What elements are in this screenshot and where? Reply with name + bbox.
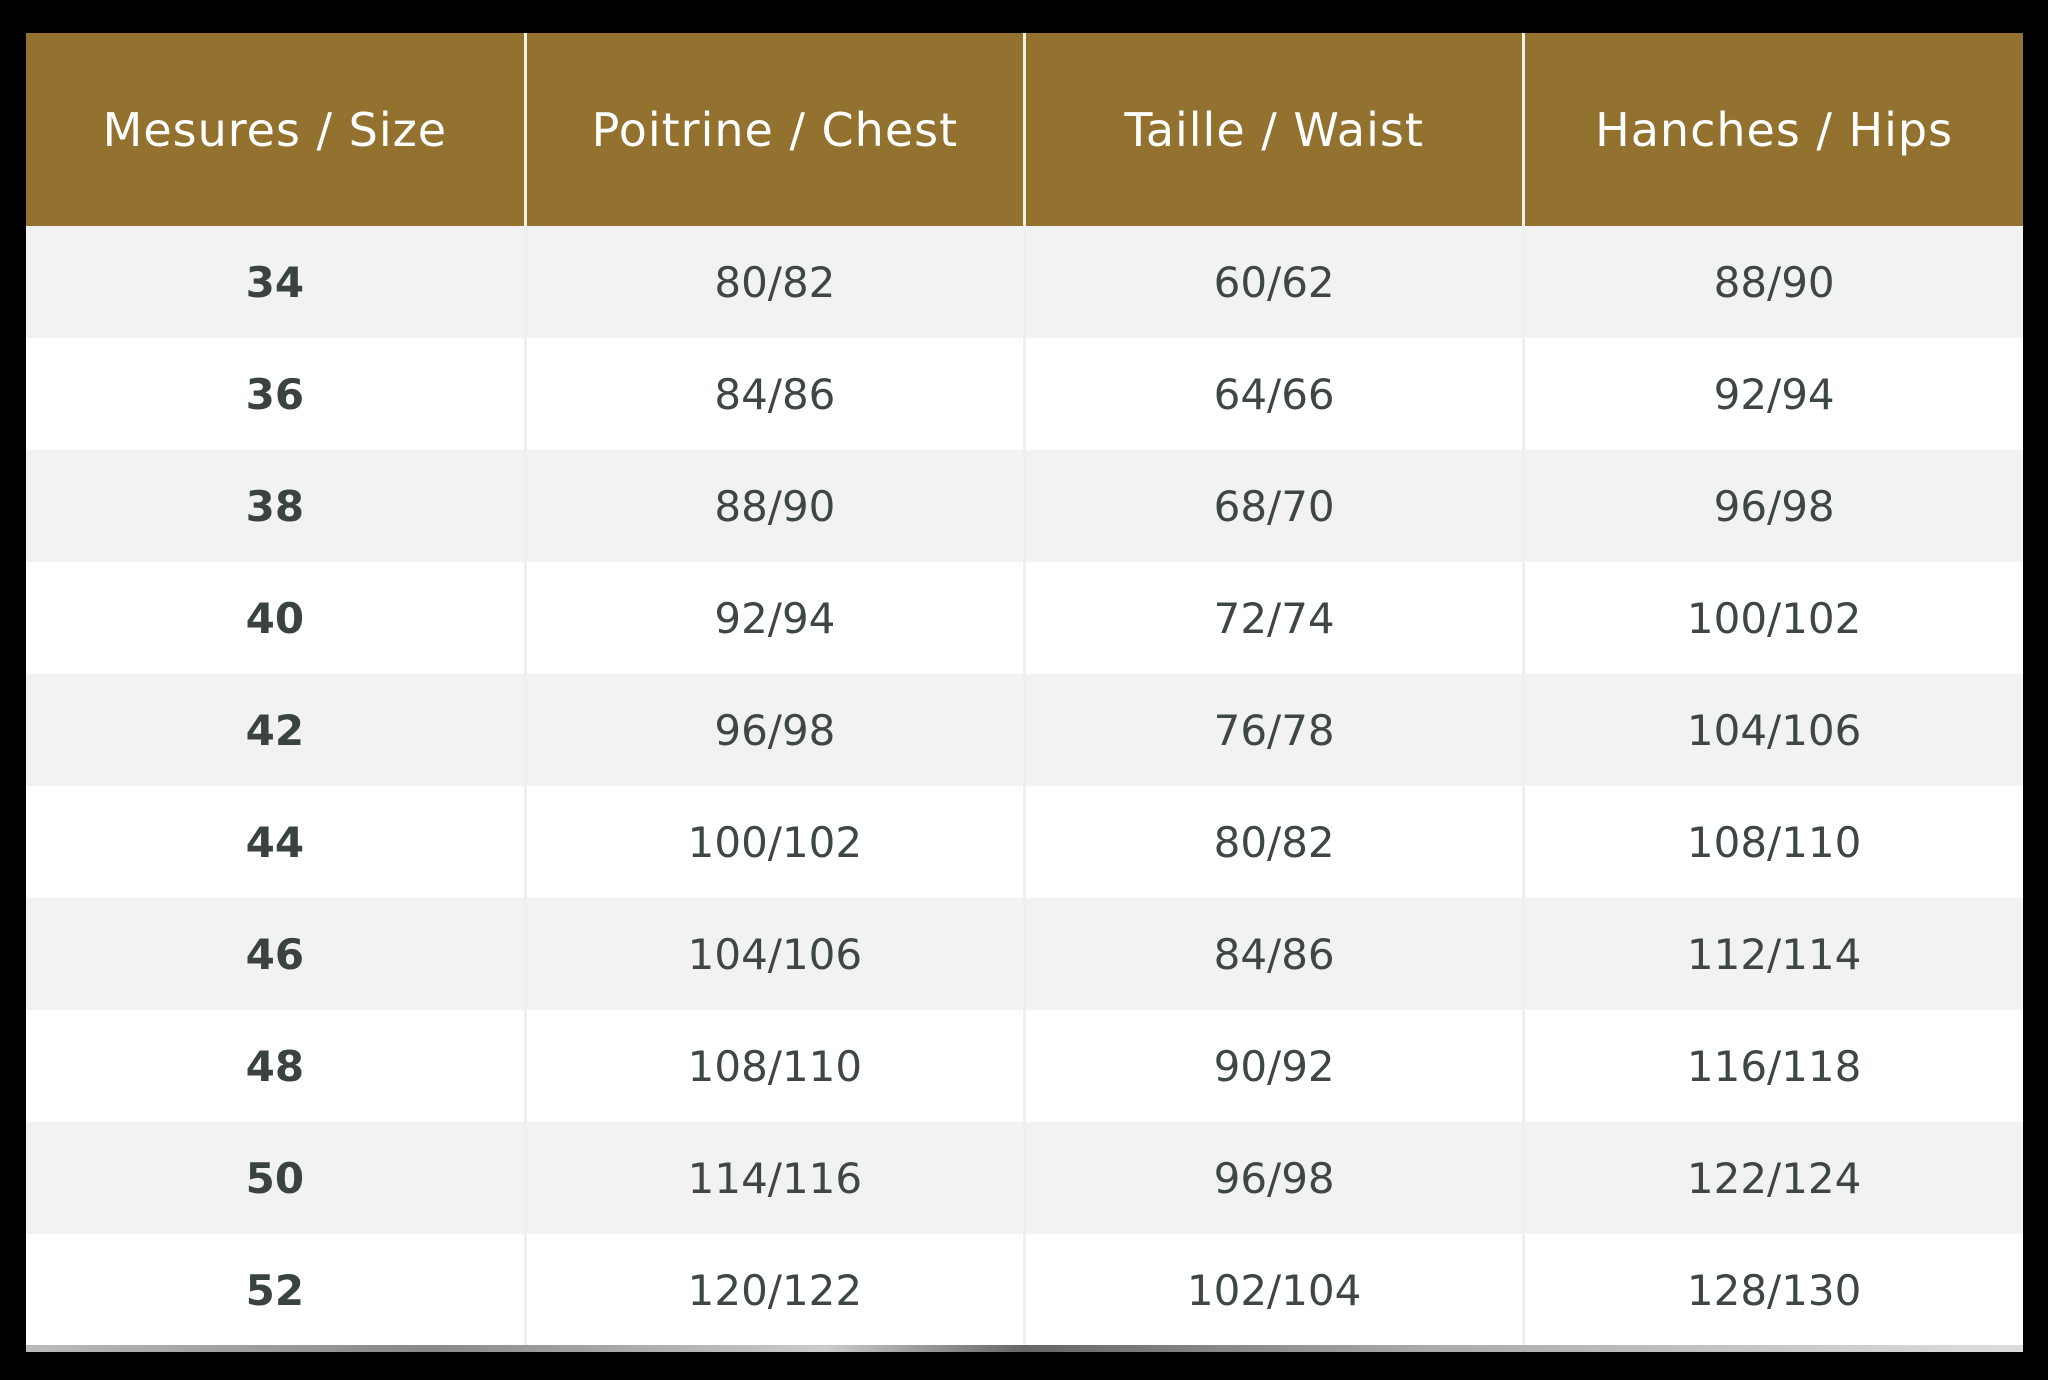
cell-size: 44 — [26, 786, 527, 898]
cell-hips: 88/90 — [1523, 226, 2023, 338]
cell-chest: 104/106 — [525, 898, 1027, 1010]
table-row: 48 108/110 90/92 116/118 — [26, 1010, 2023, 1122]
table-row: 52 120/122 102/104 128/130 — [26, 1234, 2023, 1346]
table-row: 34 80/82 60/62 88/90 — [26, 226, 2023, 338]
size-chart-table: Mesures / Size Poitrine / Chest Taille /… — [26, 33, 2023, 1346]
cell-chest: 96/98 — [525, 674, 1027, 786]
cell-waist: 72/74 — [1024, 562, 1526, 674]
cell-waist: 64/66 — [1024, 338, 1526, 450]
cell-size: 48 — [26, 1010, 527, 1122]
cell-waist: 102/104 — [1024, 1234, 1526, 1346]
table-row: 40 92/94 72/74 100/102 — [26, 562, 2023, 674]
cell-size: 46 — [26, 898, 527, 1010]
table-row: 36 84/86 64/66 92/94 — [26, 338, 2023, 450]
cell-waist: 60/62 — [1024, 226, 1526, 338]
cell-hips: 100/102 — [1523, 562, 2023, 674]
cell-waist: 68/70 — [1024, 450, 1526, 562]
cell-size: 36 — [26, 338, 527, 450]
header-row: Mesures / Size Poitrine / Chest Taille /… — [26, 33, 2023, 226]
cell-chest: 108/110 — [525, 1010, 1027, 1122]
cell-waist: 84/86 — [1024, 898, 1526, 1010]
cell-size: 40 — [26, 562, 527, 674]
cell-chest: 120/122 — [525, 1234, 1027, 1346]
cell-chest: 88/90 — [525, 450, 1027, 562]
cell-hips: 128/130 — [1523, 1234, 2023, 1346]
cell-waist: 80/82 — [1024, 786, 1526, 898]
table-row: 44 100/102 80/82 108/110 — [26, 786, 2023, 898]
cell-hips: 112/114 — [1523, 898, 2023, 1010]
cell-hips: 92/94 — [1523, 338, 2023, 450]
table-row: 50 114/116 96/98 122/124 — [26, 1122, 2023, 1234]
header-waist: Taille / Waist — [1024, 33, 1526, 226]
cell-size: 34 — [26, 226, 527, 338]
cell-chest: 114/116 — [525, 1122, 1027, 1234]
table-row: 42 96/98 76/78 104/106 — [26, 674, 2023, 786]
table-row: 46 104/106 84/86 112/114 — [26, 898, 2023, 1010]
cell-chest: 100/102 — [525, 786, 1027, 898]
cell-size: 52 — [26, 1234, 527, 1346]
cell-waist: 96/98 — [1024, 1122, 1526, 1234]
cell-hips: 108/110 — [1523, 786, 2023, 898]
cell-hips: 96/98 — [1523, 450, 2023, 562]
bottom-scrollbar — [26, 1345, 2023, 1352]
header-size: Mesures / Size — [26, 33, 527, 226]
cell-size: 50 — [26, 1122, 527, 1234]
cell-size: 42 — [26, 674, 527, 786]
header-chest: Poitrine / Chest — [525, 33, 1027, 226]
cell-chest: 80/82 — [525, 226, 1027, 338]
cell-size: 38 — [26, 450, 527, 562]
cell-hips: 116/118 — [1523, 1010, 2023, 1122]
table-row: 38 88/90 68/70 96/98 — [26, 450, 2023, 562]
cell-waist: 90/92 — [1024, 1010, 1526, 1122]
cell-chest: 84/86 — [525, 338, 1027, 450]
cell-chest: 92/94 — [525, 562, 1027, 674]
cell-hips: 104/106 — [1523, 674, 2023, 786]
header-hips: Hanches / Hips — [1523, 33, 2023, 226]
cell-waist: 76/78 — [1024, 674, 1526, 786]
cell-hips: 122/124 — [1523, 1122, 2023, 1234]
